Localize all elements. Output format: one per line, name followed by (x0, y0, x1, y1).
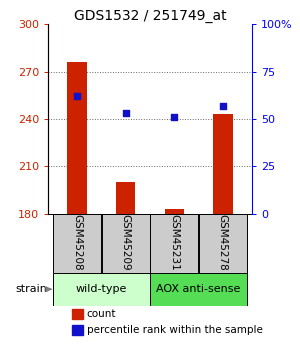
Bar (73, 325, 83, 335)
Point (123, 110, 128, 116)
Text: GSM45278: GSM45278 (218, 214, 228, 270)
Text: GSM45231: GSM45231 (169, 214, 179, 270)
Bar (116, 182, 135, 214)
Bar (73, 309, 83, 318)
Bar (102, 214, 150, 273)
Bar (165, 209, 184, 214)
Title: GDS1532 / 251749_at: GDS1532 / 251749_at (74, 9, 226, 23)
Text: GSM45209: GSM45209 (121, 214, 131, 270)
Point (172, 114, 177, 120)
Bar (68, 62, 87, 214)
Bar (150, 273, 247, 306)
Text: wild-type: wild-type (76, 284, 127, 294)
Bar (199, 214, 247, 273)
Text: strain: strain (15, 284, 47, 294)
Bar (150, 214, 198, 273)
Point (75, 93, 80, 99)
Text: percentile rank within the sample: percentile rank within the sample (87, 325, 262, 335)
Point (220, 103, 225, 108)
Bar (213, 114, 233, 214)
Text: count: count (87, 309, 116, 319)
Text: GSM45208: GSM45208 (72, 214, 82, 270)
Text: AOX anti-sense: AOX anti-sense (156, 284, 241, 294)
Bar (53, 273, 150, 306)
Bar (53, 214, 101, 273)
